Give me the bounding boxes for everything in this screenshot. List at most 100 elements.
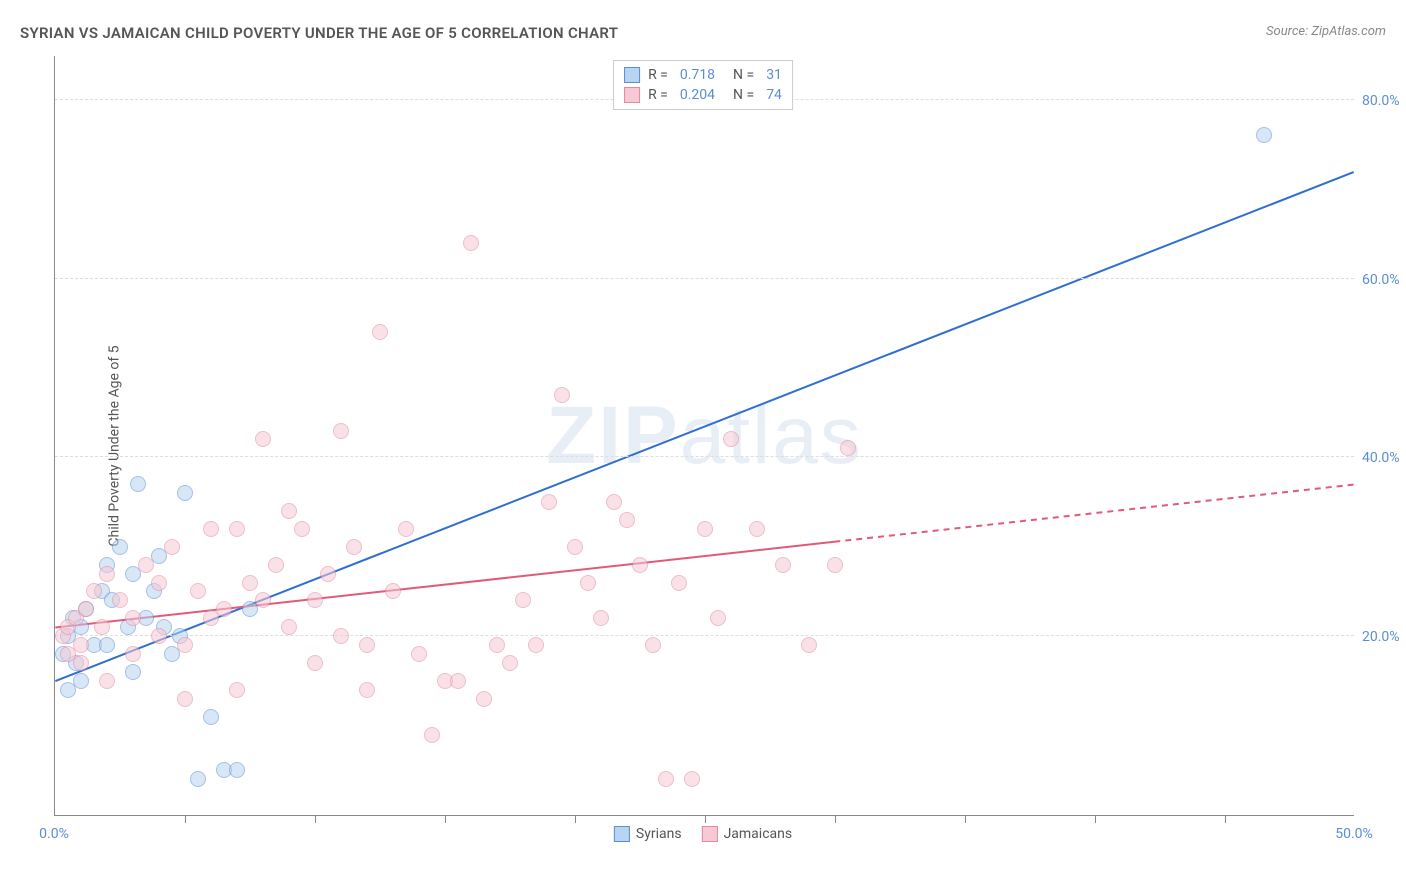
data-point [827,557,843,573]
data-point [450,673,466,689]
data-point [1256,127,1272,143]
swatch-jamaicans [624,87,640,103]
data-point [229,762,245,778]
data-point [99,566,115,582]
legend-row-syrians: R = 0.718 N = 31 [624,65,782,85]
chart-container: SYRIAN VS JAMAICAN CHILD POVERTY UNDER T… [0,0,1406,892]
x-tick-mark [315,815,316,823]
data-point [125,664,141,680]
x-tick-mark [575,815,576,823]
legend-item-jamaicans: Jamaicans [702,826,793,842]
data-point [255,431,271,447]
x-tick-mark [445,815,446,823]
data-point [86,583,102,599]
data-point [463,235,479,251]
swatch-syrians [624,67,640,83]
data-point [294,521,310,537]
swatch-jamaicans [702,826,718,842]
x-tick-mark [705,815,706,823]
gridline [55,635,1354,636]
data-point [164,539,180,555]
x-tick-mark [965,815,966,823]
data-point [281,619,297,635]
data-point [385,583,401,599]
data-point [424,727,440,743]
data-point [658,771,674,787]
data-point [697,521,713,537]
data-point [749,521,765,537]
n-value-syrians: 31 [766,67,782,83]
legend-item-syrians: Syrians [614,826,682,842]
data-point [515,592,531,608]
data-point [528,637,544,653]
data-point [190,771,206,787]
plot-area: ZIPatlas [54,56,1354,816]
data-point [203,521,219,537]
legend-label-jamaicans: Jamaicans [724,826,793,842]
data-point [255,592,271,608]
gridline [55,456,1354,457]
x-tick-label: 0.0% [39,826,69,842]
data-point [281,503,297,519]
data-point [268,557,284,573]
legend-row-jamaicans: R = 0.204 N = 74 [624,85,782,105]
data-point [99,637,115,653]
data-point [593,610,609,626]
data-point [840,440,856,456]
data-point [359,637,375,653]
data-point [99,673,115,689]
data-point [632,557,648,573]
data-point [125,646,141,662]
legend-label-syrians: Syrians [636,826,682,842]
data-point [801,637,817,653]
series-legend: Syrians Jamaicans [614,826,792,842]
data-point [398,521,414,537]
data-point [60,682,76,698]
source-attribution: Source: ZipAtlas.com [1266,24,1386,39]
data-point [684,771,700,787]
data-point [775,557,791,573]
r-label: R = [648,87,668,103]
data-point [73,655,89,671]
data-point [619,512,635,528]
data-point [112,539,128,555]
data-point [411,646,427,662]
r-value-jamaicans: 0.204 [680,87,715,103]
data-point [130,476,146,492]
data-point [177,637,193,653]
x-tick-mark [1095,815,1096,823]
data-point [229,521,245,537]
trend-lines-layer [55,56,1354,815]
data-point [320,566,336,582]
data-point [723,431,739,447]
data-point [242,575,258,591]
data-point [94,619,110,635]
data-point [541,494,557,510]
data-point [580,575,596,591]
data-point [78,601,94,617]
r-value-syrians: 0.718 [680,67,715,83]
data-point [203,709,219,725]
r-label: R = [648,67,668,83]
y-tick-label: 20.0% [1362,629,1400,645]
swatch-syrians [614,826,630,842]
data-point [333,423,349,439]
data-point [229,682,245,698]
data-point [645,637,661,653]
data-point [489,637,505,653]
x-tick-mark [185,815,186,823]
data-point [567,539,583,555]
data-point [671,575,687,591]
y-tick-label: 60.0% [1362,272,1400,288]
data-point [359,682,375,698]
data-point [177,485,193,501]
data-point [333,628,349,644]
data-point [606,494,622,510]
data-point [151,628,167,644]
n-label: N = [733,87,754,103]
watermark: ZIPatlas [546,389,863,483]
data-point [203,610,219,626]
data-point [372,324,388,340]
data-point [307,592,323,608]
data-point [190,583,206,599]
